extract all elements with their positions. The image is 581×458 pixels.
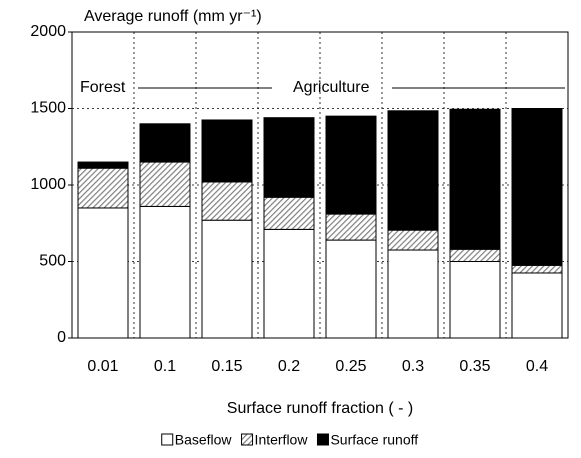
- legend-label: Surface runoff: [330, 432, 418, 448]
- bar-segment: [511, 264, 563, 274]
- bar-segment: [511, 108, 563, 266]
- x-tick-label: 0.15: [211, 358, 242, 375]
- bar-segment: [511, 272, 563, 339]
- bar-segment: [77, 167, 129, 209]
- x-tick-label: 0.3: [402, 358, 424, 375]
- x-tick-label: 0.25: [335, 358, 366, 375]
- legend-swatch: [316, 433, 329, 446]
- plot-frame: [71, 31, 569, 339]
- bar-segment: [387, 110, 439, 231]
- bar-segment: [263, 196, 315, 230]
- bar-segment: [263, 228, 315, 339]
- bar-segment: [77, 161, 129, 169]
- x-tick-label: 0.1: [154, 358, 176, 375]
- annotation: Forest: [80, 79, 126, 96]
- bar-segment: [325, 213, 377, 241]
- x-tick-label: 0.4: [526, 358, 548, 375]
- y-tick-label: 500: [39, 253, 66, 270]
- y-tick-label: 0: [57, 329, 66, 346]
- bar-segment: [201, 219, 253, 339]
- bar-segment: [201, 181, 253, 221]
- legend: Baseflow Interflow Surface runoff: [161, 432, 418, 448]
- bar-segment: [449, 108, 501, 250]
- bar-segment: [139, 123, 191, 163]
- legend-swatch: [241, 433, 254, 446]
- bar-segment: [449, 261, 501, 339]
- bar-segment: [325, 115, 377, 215]
- chart-title: Average runoff (mm yr⁻¹): [84, 8, 262, 25]
- legend-label: Baseflow: [175, 432, 233, 448]
- x-tick-label: 0.01: [87, 358, 118, 375]
- y-tick-label: 1000: [30, 176, 66, 193]
- bar-segment: [387, 229, 439, 251]
- bar-segment: [139, 161, 191, 207]
- annotation: Agriculture: [293, 79, 370, 96]
- x-tick-label: 0.35: [459, 358, 490, 375]
- legend-swatch: [161, 433, 174, 446]
- y-tick-label: 2000: [30, 23, 66, 40]
- legend-label: Interflow: [255, 432, 309, 448]
- bar-segment: [387, 249, 439, 339]
- bar-segment: [77, 207, 129, 339]
- bar-segment: [139, 205, 191, 339]
- bar-segment: [263, 117, 315, 198]
- x-tick-label: 0.2: [278, 358, 300, 375]
- y-tick-label: 1500: [30, 100, 66, 117]
- x-axis-title: Surface runoff fraction ( - ): [227, 400, 413, 417]
- bar-segment: [449, 248, 501, 262]
- bar-segment: [201, 119, 253, 183]
- bar-segment: [325, 239, 377, 339]
